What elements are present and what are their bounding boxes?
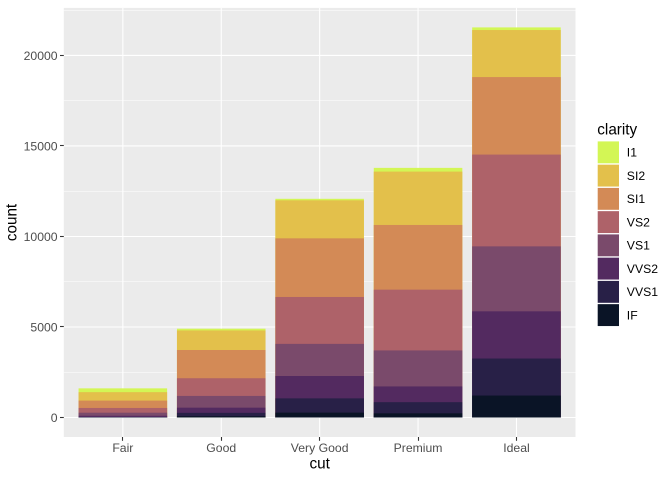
- svg-text:clarity: clarity: [597, 122, 637, 139]
- svg-text:Very Good: Very Good: [291, 441, 349, 455]
- svg-text:Fair: Fair: [112, 441, 133, 455]
- svg-text:VVS2: VVS2: [627, 262, 658, 276]
- svg-text:5000: 5000: [30, 320, 57, 334]
- svg-text:cut: cut: [309, 456, 330, 473]
- svg-text:Good: Good: [206, 441, 236, 455]
- svg-text:15000: 15000: [24, 139, 58, 153]
- svg-text:20000: 20000: [24, 49, 58, 63]
- svg-text:SI1: SI1: [627, 192, 646, 206]
- svg-text:VVS1: VVS1: [627, 285, 658, 299]
- svg-text:10000: 10000: [24, 230, 58, 244]
- svg-text:0: 0: [51, 411, 58, 425]
- svg-text:VS2: VS2: [627, 215, 650, 229]
- svg-text:IF: IF: [627, 308, 638, 322]
- svg-text:VS1: VS1: [627, 239, 650, 253]
- svg-text:count: count: [4, 203, 21, 241]
- svg-text:Premium: Premium: [394, 441, 443, 455]
- svg-text:I1: I1: [627, 146, 637, 160]
- svg-text:Ideal: Ideal: [503, 441, 530, 455]
- svg-text:SI2: SI2: [627, 169, 646, 183]
